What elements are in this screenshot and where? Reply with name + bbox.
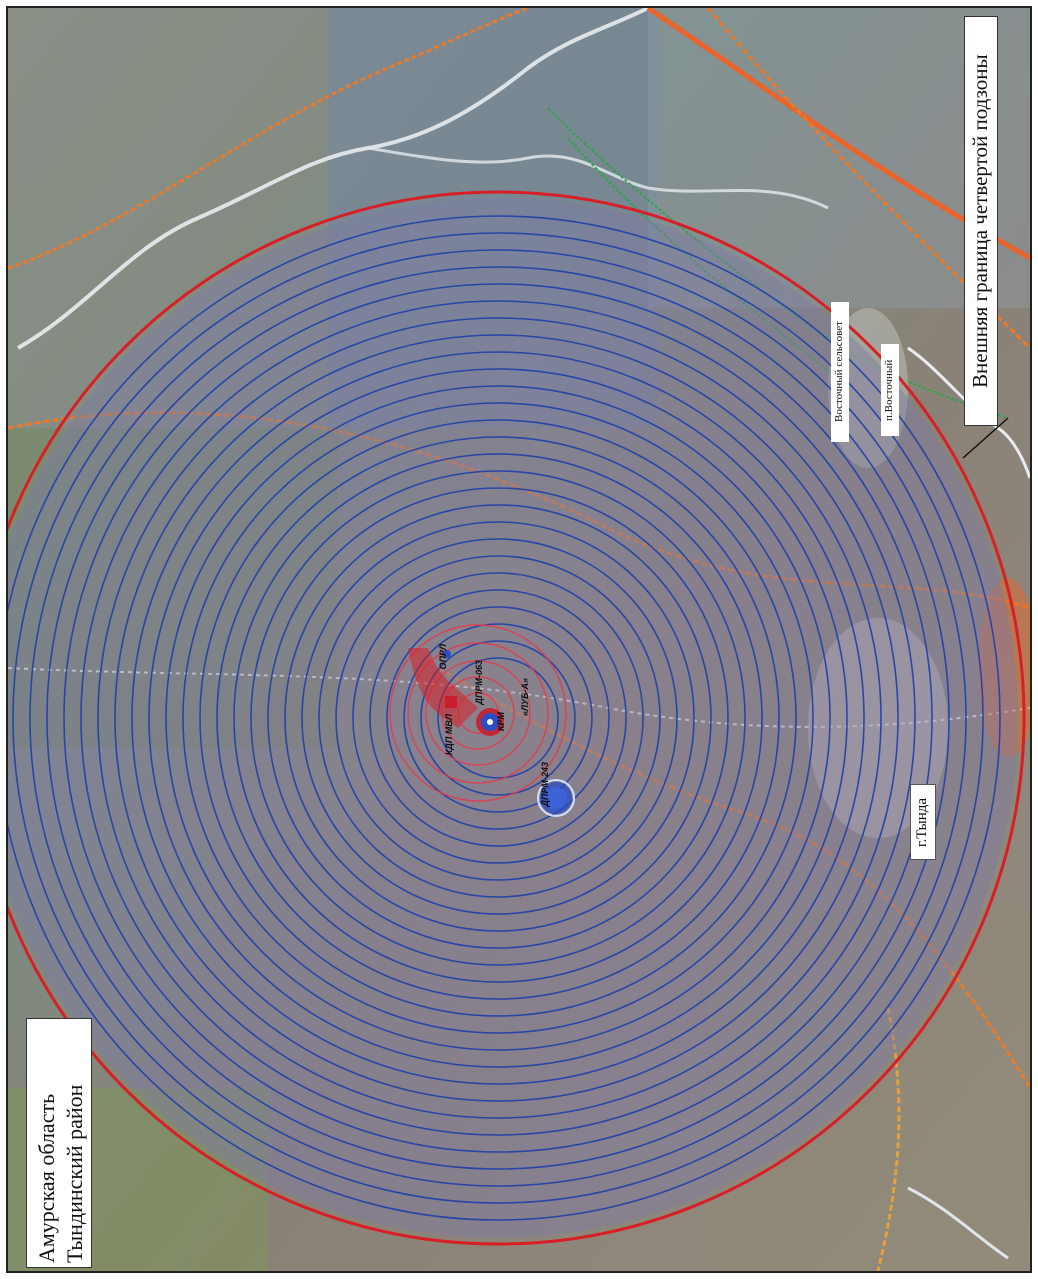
subzone-ring [267, 487, 729, 949]
subzone-ring [335, 555, 661, 881]
location-marker-icon[interactable] [476, 708, 504, 736]
subzone-ring [250, 470, 746, 966]
subzone-ring [318, 538, 678, 898]
subzone-ring [80, 300, 916, 1136]
subzone-ring [8, 215, 1001, 1221]
town-label: г.Тында [910, 784, 936, 860]
subzone-ring [97, 317, 899, 1119]
subzone-ring [369, 589, 627, 847]
subzone-ring [182, 402, 814, 1034]
subzone-ring [301, 521, 695, 915]
road [8, 8, 529, 270]
subzone-ring [437, 657, 559, 779]
river [907, 1186, 1009, 1260]
subzone-boundary-label: Внешняя граница четвертой подзоны [964, 16, 998, 426]
square-marker [445, 696, 457, 708]
subzone-ring [352, 572, 644, 864]
source-label: «ЛУБ-А» [520, 678, 530, 717]
subzone-ring [29, 249, 967, 1187]
inner-ring [425, 660, 531, 766]
river [17, 8, 649, 350]
source-label: КРМ [496, 712, 506, 732]
subzone-ring [131, 351, 865, 1085]
source-label: ДПРМ-063 [474, 660, 484, 705]
source-label: КДП МВЛ [444, 714, 454, 756]
source-label: ОПРЛ [438, 644, 448, 670]
source-label: ДПРМ-243 [540, 762, 550, 807]
council-label: Восточный сельсовет [831, 302, 849, 442]
outer-boundary-circle [8, 190, 1026, 1246]
subzone-ring [403, 623, 593, 813]
subzone-ring [12, 232, 984, 1204]
subzone-area [8, 198, 1018, 1238]
subzone-rings [8, 215, 1001, 1221]
antenna-marker-icon[interactable] [537, 779, 575, 817]
region-line-oblast: Амурская область [34, 1093, 59, 1263]
point-marker [443, 650, 451, 658]
red-sector [408, 648, 478, 728]
subzone-ring [46, 266, 950, 1170]
region-line-district: Тындинский район [62, 1084, 87, 1263]
map-canvas[interactable] [8, 8, 1030, 1271]
inner-ring [389, 624, 567, 802]
subzone-ring [165, 385, 831, 1051]
subzone-ring [63, 283, 933, 1153]
subzone-ring [284, 504, 712, 932]
region-label: Амурская область Тындинский район [26, 1018, 92, 1268]
boundary-pointer [962, 417, 1009, 459]
subzone-ring [233, 453, 763, 983]
subzone-ring [199, 419, 797, 1017]
subzone-ring [386, 606, 610, 830]
subzone-ring [148, 368, 848, 1068]
map-frame: Амурская область Тындинский район Внешня… [6, 6, 1032, 1273]
subzone-ring [114, 334, 882, 1102]
settlement-label: п.Восточный [881, 344, 899, 436]
subzone-ring [216, 436, 780, 1000]
subzone-ring [420, 640, 576, 796]
inner-ring [407, 642, 549, 784]
